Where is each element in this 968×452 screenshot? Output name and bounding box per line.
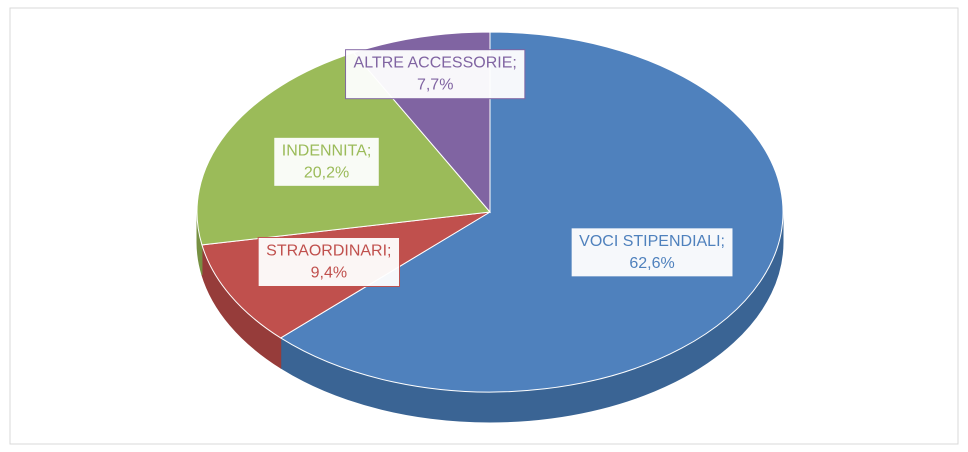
data-label: INDENNITA; 20,2% xyxy=(273,136,380,187)
data-label-box xyxy=(345,49,526,100)
label-separator: ; xyxy=(721,233,725,250)
category-label: ALTRE ACCESSORIE xyxy=(354,55,513,72)
value-label: 9,4% xyxy=(311,264,347,281)
data-label-box xyxy=(570,227,734,278)
data-label: ALTRE ACCESSORIE; 7,7% xyxy=(345,49,526,100)
data-label-box xyxy=(257,236,401,287)
label-separator: ; xyxy=(387,242,391,259)
value-label: 7,7% xyxy=(417,77,453,94)
data-label-text: STRAORDINARI; 9,4% xyxy=(266,242,391,281)
value-label: 20,2% xyxy=(304,164,349,181)
data-label: VOCI STIPENDIALI; 62,6% xyxy=(570,227,734,278)
data-label-text: VOCI STIPENDIALI; 62,6% xyxy=(579,233,725,272)
category-label: INDENNITA xyxy=(282,142,367,159)
data-label-text: ALTRE ACCESSORIE; 7,7% xyxy=(354,55,517,94)
data-label: STRAORDINARI; 9,4% xyxy=(257,236,401,287)
slice xyxy=(279,31,784,393)
label-separator: ; xyxy=(367,142,371,159)
data-label-box xyxy=(273,136,380,187)
category-label: VOCI STIPENDIALI xyxy=(579,233,720,250)
value-label: 62,6% xyxy=(629,255,674,272)
category-label: STRAORDINARI xyxy=(266,242,387,259)
data-label-text: INDENNITA; 20,2% xyxy=(282,142,372,181)
label-separator: ; xyxy=(512,55,516,72)
